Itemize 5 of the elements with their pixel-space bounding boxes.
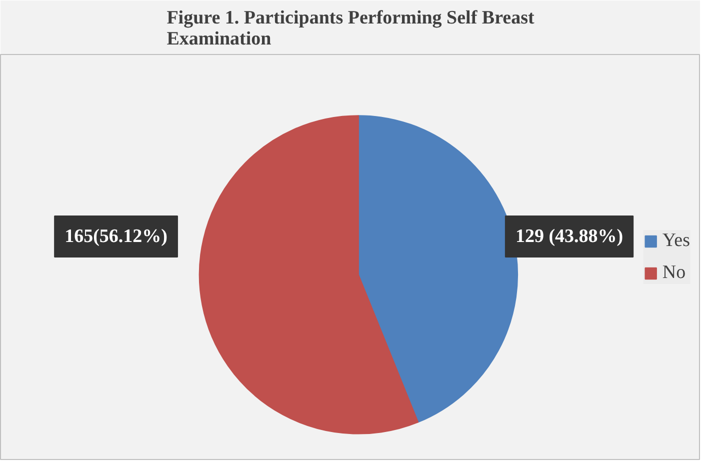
legend-label: Yes [662,230,690,252]
data-label: 129 (43.88%) [515,226,624,248]
chart-title: Figure 1. Participants Performing Self Breast Examination [166,8,535,50]
legend-label: No [662,262,686,284]
data-label: 165(56.12%) [64,226,168,248]
